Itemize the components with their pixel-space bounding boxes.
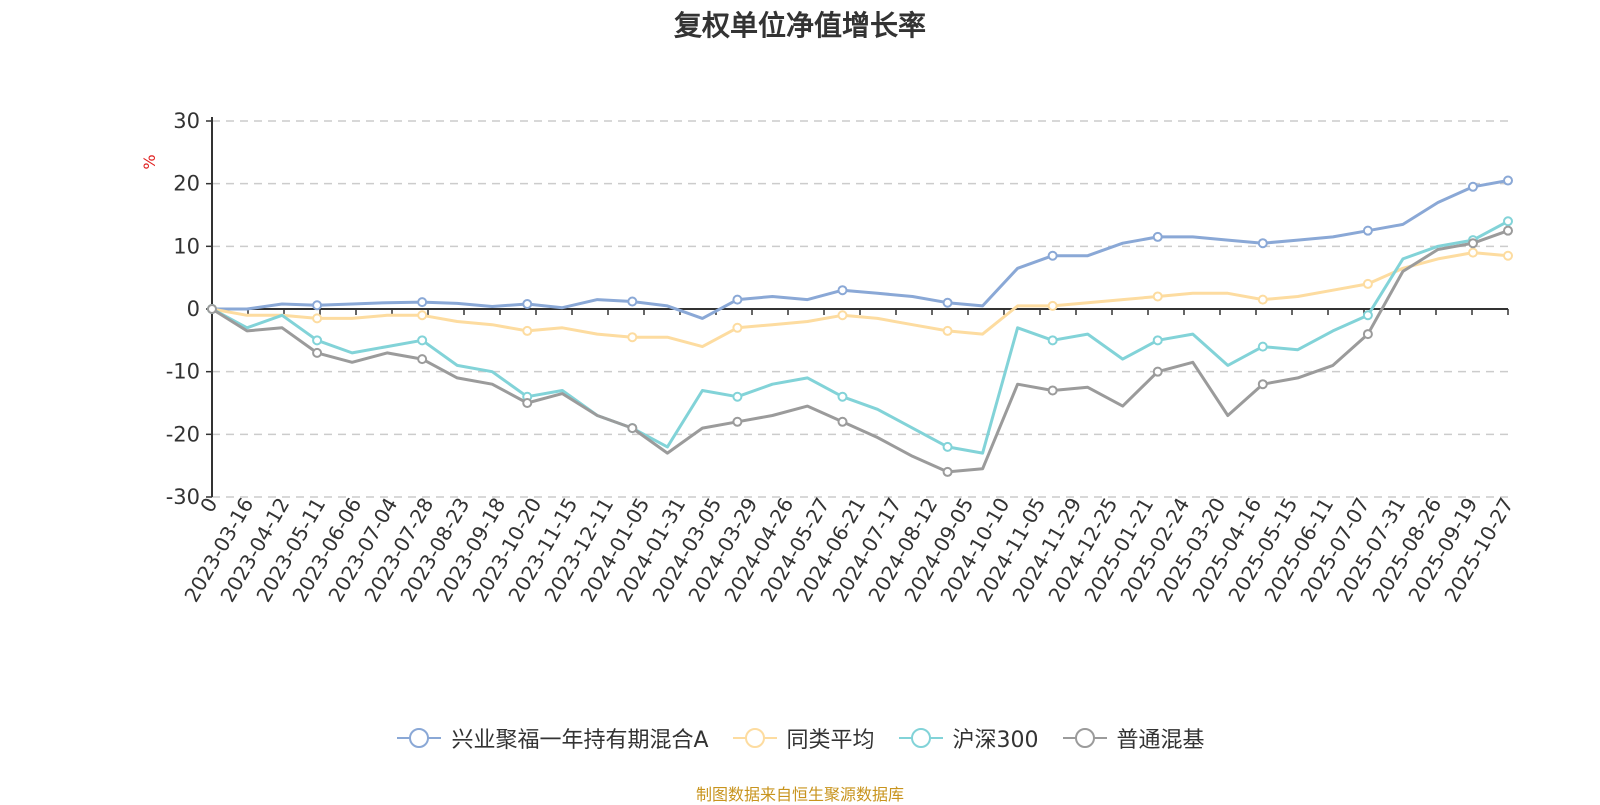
- series-3-point: [837, 416, 848, 427]
- y-tick-label: 20: [173, 172, 200, 196]
- legend-item-0[interactable]: 兴业聚福一年持有期混合A: [395, 722, 709, 754]
- series-0-point: [942, 297, 953, 308]
- series-1-point: [522, 325, 533, 336]
- legend-line-circle-icon: [1062, 728, 1107, 748]
- series-3-point: [1503, 225, 1513, 236]
- series-line-0: [212, 179, 1509, 320]
- series-0-point: [1467, 181, 1478, 192]
- series-1-point: [1503, 250, 1513, 261]
- series-0-point: [1047, 250, 1058, 261]
- series-3-point: [627, 423, 638, 434]
- series-1-point: [1047, 300, 1058, 311]
- series-0-point: [1152, 231, 1163, 242]
- series-1-point: [1467, 247, 1478, 258]
- series-3-point: [1257, 379, 1268, 390]
- series-1-point: [942, 325, 953, 336]
- series-0-point: [522, 298, 533, 309]
- series-0-point: [837, 285, 848, 296]
- legend-line-circle-icon: [397, 728, 442, 748]
- series-2-point: [1152, 335, 1163, 346]
- legend-item-1[interactable]: 同类平均: [731, 722, 875, 754]
- series-2-point: [417, 335, 428, 346]
- series-line-3: [211, 229, 1509, 474]
- series-3-point: [1467, 238, 1478, 249]
- legend-line-circle-icon: [732, 728, 777, 748]
- y-tick-label: -10: [166, 360, 200, 384]
- series-1-point: [1257, 294, 1268, 305]
- series-1-point: [417, 310, 428, 321]
- series-2-point: [1047, 335, 1058, 346]
- series-line-2: [211, 219, 1509, 455]
- series-0-point: [1503, 175, 1513, 186]
- data-source-note: 制图数据来自恒生聚源数据库: [695, 785, 904, 804]
- series-2-point: [1362, 310, 1373, 321]
- tick-labels: 3020100-10-20-3002023-03-162023-04-12202…: [166, 109, 1519, 606]
- series-3-point: [1362, 329, 1373, 340]
- series-0-point: [417, 297, 428, 308]
- series-0-point: [732, 294, 743, 305]
- series-2-point: [312, 335, 323, 346]
- legend-label: 沪深300: [952, 728, 1039, 753]
- y-axis-unit-label: %: [140, 154, 159, 169]
- y-tick-label: -20: [166, 422, 200, 446]
- legend-item-3[interactable]: 普通混基: [1061, 722, 1205, 754]
- series-3-point: [417, 354, 428, 365]
- series-1-point: [1362, 278, 1373, 289]
- chart-title: 复权单位净值增长率: [673, 9, 926, 42]
- series-2-point: [1257, 341, 1268, 352]
- y-tick-label: 10: [173, 234, 200, 258]
- y-tick-label: -30: [166, 485, 200, 509]
- grid-lines: [212, 120, 1508, 498]
- series-0-point: [1257, 238, 1268, 249]
- series-2-point: [732, 391, 743, 402]
- series-3-point: [522, 398, 533, 408]
- series-2-point: [942, 441, 953, 452]
- legend-label: 同类平均: [786, 728, 875, 753]
- series-1-point: [312, 313, 323, 324]
- series-line-1: [211, 251, 1509, 349]
- y-tick-label: 0: [187, 297, 200, 321]
- legend-label: 普通混基: [1116, 728, 1205, 753]
- series-2-point: [837, 391, 848, 402]
- chart-legend: 兴业聚福一年持有期混合A 同类平均 沪深300 普通混基: [0, 722, 1600, 754]
- series-1-point: [732, 322, 743, 333]
- series-3-point: [207, 304, 217, 314]
- legend-label: 兴业聚福一年持有期混合A: [451, 728, 709, 753]
- series-3-point: [1152, 366, 1163, 377]
- series-1-point: [1152, 291, 1163, 302]
- series-3-point: [732, 416, 743, 427]
- y-tick-label: 30: [173, 109, 200, 133]
- series-3-point: [1047, 385, 1058, 396]
- series-0-point: [312, 300, 323, 311]
- series-1-point: [837, 310, 848, 321]
- legend-item-2[interactable]: 沪深300: [897, 722, 1039, 754]
- axes: [206, 117, 1509, 498]
- legend-line-circle-icon: [898, 728, 943, 748]
- series-3-point: [942, 466, 953, 477]
- series-0-point: [1362, 225, 1373, 236]
- series-2-point: [1503, 216, 1513, 227]
- series-0-point: [627, 296, 638, 307]
- series-1-point: [627, 332, 638, 343]
- series-3-point: [312, 347, 323, 358]
- series-lines: [207, 175, 1513, 477]
